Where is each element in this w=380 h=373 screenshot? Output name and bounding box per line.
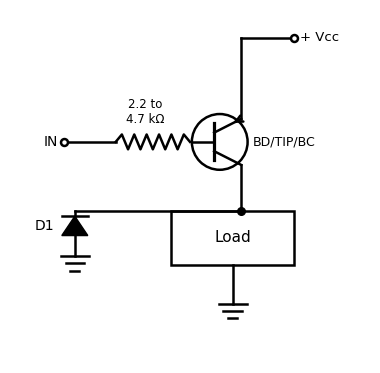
Polygon shape: [62, 216, 88, 236]
Text: BD/TIP/BC: BD/TIP/BC: [253, 135, 316, 148]
Text: D1: D1: [35, 219, 54, 233]
Text: 2.2 to
4.7 kΩ: 2.2 to 4.7 kΩ: [126, 98, 165, 126]
Text: + Vcc: + Vcc: [299, 31, 339, 44]
Bar: [171, 211, 294, 264]
Text: Load: Load: [214, 230, 251, 245]
Text: IN: IN: [44, 135, 58, 149]
